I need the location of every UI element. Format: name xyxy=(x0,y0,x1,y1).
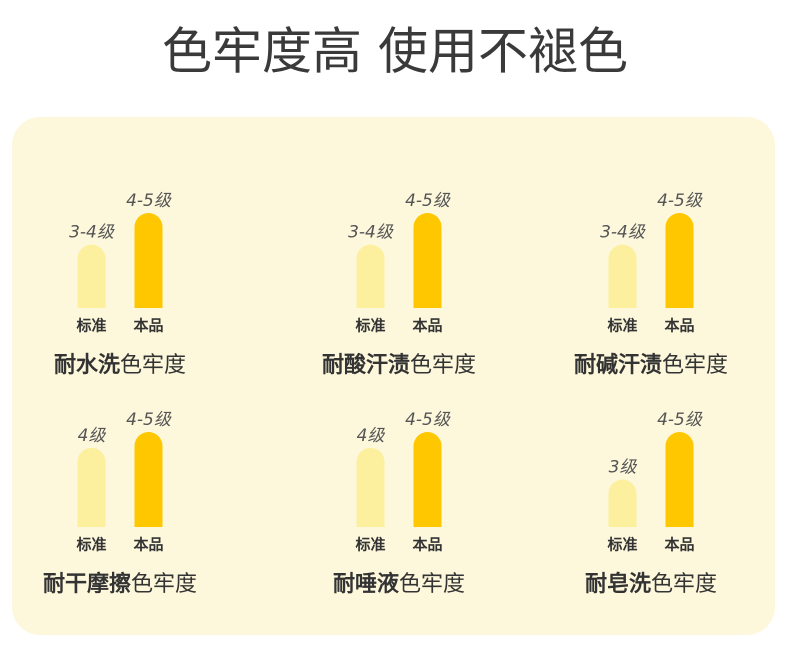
title-part: 耐皂洗 xyxy=(585,572,651,597)
value-label: 3-4级 xyxy=(348,223,394,243)
bar xyxy=(665,432,694,527)
title-part: 色牢度 xyxy=(120,353,186,378)
title-part: 色牢度 xyxy=(662,353,728,378)
category-label: 标准 xyxy=(354,536,385,554)
title-part: 色牢度 xyxy=(651,572,717,597)
title-part: 色牢度 xyxy=(131,572,197,597)
category-label: 标准 xyxy=(75,317,106,335)
value-label: 3-4级 xyxy=(69,223,115,243)
chart-title: 耐碱汗渍色牢度 xyxy=(574,352,728,378)
chart-title: 耐唾液色牢度 xyxy=(333,571,465,597)
chart-title: 耐干摩擦色牢度 xyxy=(43,571,197,597)
bar xyxy=(77,244,106,308)
chart-title: 耐酸汗渍色牢度 xyxy=(322,353,476,378)
bar xyxy=(608,479,637,527)
title-part: 耐水洗 xyxy=(54,353,120,378)
page-title: 色牢度高 使用不褪色 xyxy=(162,23,628,81)
category-label: 标准 xyxy=(606,317,637,335)
value-label: 4-5级 xyxy=(405,410,451,430)
category-label: 本品 xyxy=(412,317,442,335)
title-part: 耐酸汗渍 xyxy=(322,353,410,378)
bar xyxy=(356,244,385,308)
category-label: 本品 xyxy=(664,317,694,335)
chart-title: 耐皂洗色牢度 xyxy=(585,572,717,597)
value-label: 3-4级 xyxy=(600,223,646,243)
bar xyxy=(77,447,106,527)
value-label: 4级 xyxy=(78,426,107,446)
value-label: 4级 xyxy=(357,426,386,446)
bar xyxy=(665,213,694,308)
title-part: 色牢度 xyxy=(410,353,476,378)
value-label: 4-5级 xyxy=(126,410,172,430)
bar xyxy=(356,447,385,527)
value-label: 4-5级 xyxy=(126,191,172,211)
category-label: 本品 xyxy=(133,317,163,335)
title-part: 耐碱汗渍 xyxy=(574,352,662,378)
title-part: 耐唾液 xyxy=(333,571,399,597)
bar xyxy=(413,213,442,308)
title-part: 色牢度 xyxy=(399,572,465,597)
category-label: 标准 xyxy=(354,317,385,335)
bar xyxy=(134,213,163,308)
value-label: 3级 xyxy=(609,458,638,478)
value-label: 4-5级 xyxy=(657,410,703,430)
panel xyxy=(12,117,775,635)
category-label: 本品 xyxy=(412,536,442,554)
chart-title: 耐水洗色牢度 xyxy=(54,353,186,378)
category-label: 本品 xyxy=(133,536,163,554)
category-label: 标准 xyxy=(75,536,106,554)
category-label: 标准 xyxy=(606,536,637,554)
bar xyxy=(608,244,637,308)
value-label: 4-5级 xyxy=(657,191,703,211)
bar xyxy=(413,432,442,527)
title-part: 耐干摩擦 xyxy=(43,571,131,597)
bar xyxy=(134,432,163,527)
category-label: 本品 xyxy=(664,536,694,554)
value-label: 4-5级 xyxy=(405,191,451,211)
